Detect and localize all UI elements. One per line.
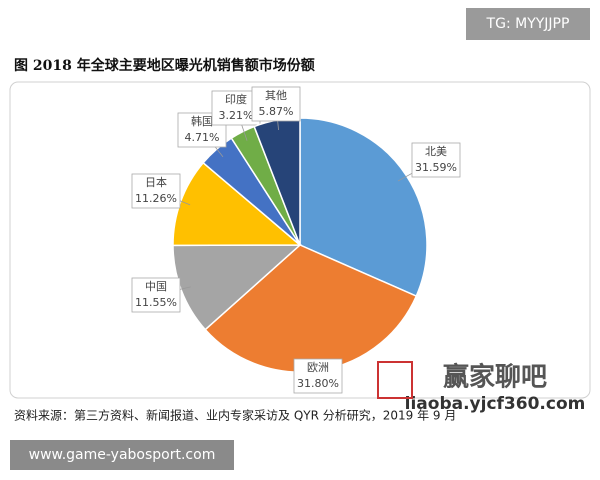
- chart-title: 图 2018 年全球主要地区曝光机销售额市场份额: [14, 57, 315, 74]
- tag: TG: MYYJJPP: [486, 16, 570, 32]
- watermark-url: liaoba.yjcf360.com: [405, 394, 586, 414]
- category-label: 中国: [145, 280, 167, 293]
- pie: 北美 31.59% 欧洲 31.80% 中国 11.55% 日本 11.26% 韩国 4.71% 印…: [131, 86, 461, 394]
- tag-box: [466, 8, 590, 40]
- category-label: 日本: [145, 175, 167, 189]
- footer-url: www.game-yabosport.com: [29, 447, 216, 463]
- category-label: 北美: [425, 145, 447, 158]
- value-label: 11.55%: [135, 296, 177, 309]
- category-label: 欧洲: [307, 361, 329, 374]
- footer-box: [10, 440, 234, 470]
- label-box: [411, 142, 461, 178]
- seal: [377, 361, 413, 399]
- value-label: 4.71%: [185, 131, 220, 144]
- watermark-title: 赢家聊吧: [443, 362, 547, 393]
- value-label: 31.80%: [297, 377, 339, 390]
- value-label: 3.21%: [219, 109, 254, 122]
- category-label: 其他: [265, 89, 287, 102]
- label-box: [293, 358, 343, 394]
- category-label: 韩国: [191, 114, 213, 128]
- label-box: [251, 86, 301, 122]
- source: 资料来源：第三方资料、新闻报道、业内专家采访及 QYR 分析研究，2019 年 …: [14, 408, 456, 423]
- label-box: [131, 277, 181, 313]
- label-box: [131, 173, 181, 209]
- value-label: 31.59%: [415, 161, 457, 174]
- value-label: 11.26%: [135, 192, 177, 205]
- value-label: 5.87%: [259, 105, 294, 118]
- category-label: 印度: [225, 92, 247, 106]
- pie-slice: [172, 244, 302, 331]
- pie-slice: [299, 117, 428, 298]
